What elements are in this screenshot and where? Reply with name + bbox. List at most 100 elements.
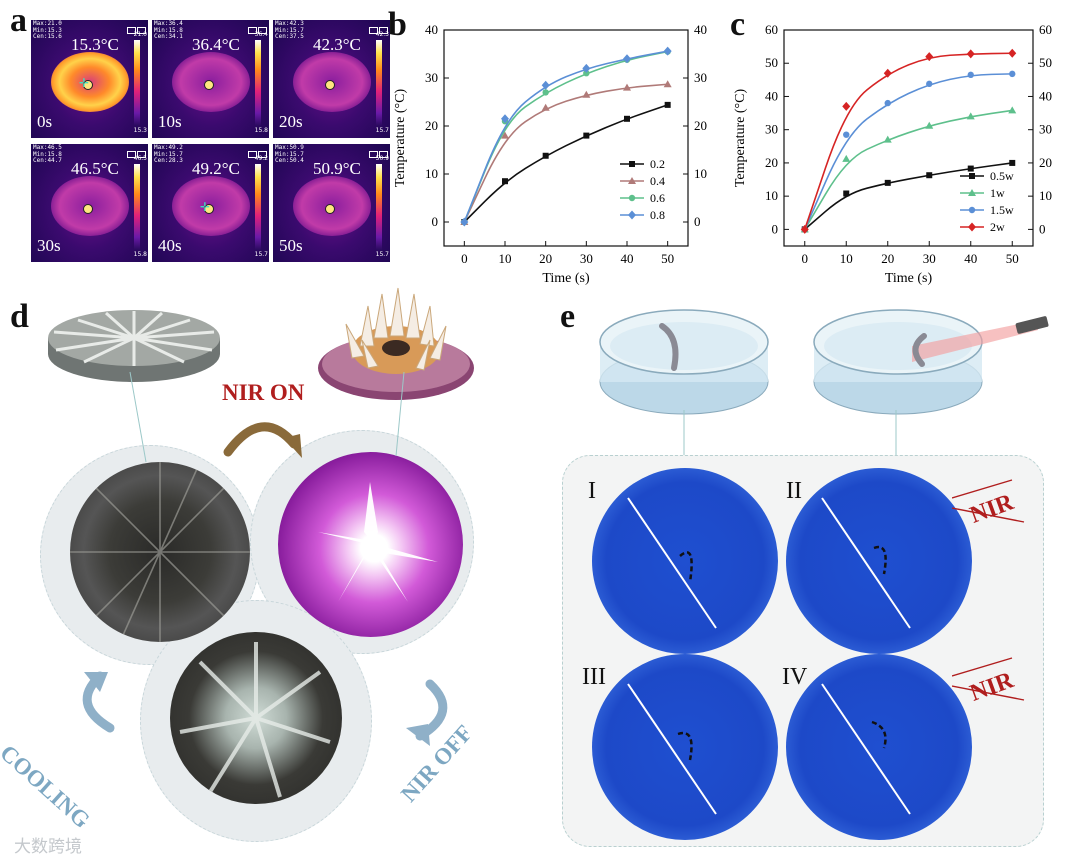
scale-min-value: 15.8 <box>254 127 268 134</box>
color-scale-bar <box>376 40 382 126</box>
legend-label-0.6: 0.6 <box>650 191 665 205</box>
thermal-header-readout: Max:42.3 Min:15.7 Cen:37.5 <box>275 20 304 40</box>
data-point-2w <box>966 49 975 59</box>
panel-letter-d: d <box>10 298 29 335</box>
legend-marker-1.5w <box>968 206 976 214</box>
scale-max-value: 50.9 <box>375 155 389 162</box>
y-tick-label-left: 30 <box>425 70 438 85</box>
data-point-0.6 <box>583 70 590 77</box>
y-tick-label-right: 10 <box>1039 188 1052 203</box>
data-point-1.5w <box>884 99 891 107</box>
nir-on-label: NIR ON <box>222 380 305 405</box>
y-tick-label-left: 40 <box>765 88 778 103</box>
x-tick-label: 50 <box>661 251 674 266</box>
legend-marker-0.4 <box>628 177 636 184</box>
hot-spot <box>325 204 335 214</box>
chart-c-temperature-vs-time-power: 0 10 20 30 40 50 0 0 10 10 20 20 30 30 40 40 50 50 60 60 Tim… <box>733 22 1052 286</box>
y-tick-label-right: 50 <box>1039 55 1052 70</box>
camera-status-icon <box>368 145 388 158</box>
thermal-temperature: 42.3°C <box>313 35 361 54</box>
legend-label-1.5w: 1.5w <box>990 203 1014 217</box>
x-tick-label: 50 <box>1006 251 1019 266</box>
thermal-time: 50s <box>279 236 303 255</box>
panel-d-connectors <box>129 371 405 463</box>
legend-label-0.5w: 0.5w <box>990 169 1014 183</box>
photo-nir-heated-disc <box>278 452 463 637</box>
series-line-0.4 <box>463 83 668 223</box>
data-point-0.5w <box>843 190 850 197</box>
scale-max-value: 36.4 <box>254 31 268 38</box>
legend-marker-2w <box>968 222 976 232</box>
y-tick-label-right: 30 <box>1039 122 1052 137</box>
color-scale-bar <box>255 40 261 126</box>
hot-spot <box>83 80 93 90</box>
legend-marker-0.5w <box>969 173 975 179</box>
petri-dish-no-laser-illustration <box>599 309 769 415</box>
y-tick-label-right: 40 <box>694 22 707 37</box>
data-point-0.4 <box>541 103 550 111</box>
scale-min-value: 15.3 <box>133 127 147 134</box>
data-point-1w <box>966 112 975 120</box>
thermal-time: 30s <box>37 236 61 255</box>
x-axis-label: Time (s) <box>885 271 933 286</box>
data-point-1.5w <box>926 80 933 88</box>
thermal-temperature: 36.4°C <box>192 35 240 54</box>
data-point-0.4 <box>663 80 672 88</box>
series-line-1.5w <box>804 73 1013 230</box>
x-tick-label: 40 <box>621 251 634 266</box>
x-tick-label: 10 <box>840 251 853 266</box>
y-tick-label-left: 0 <box>432 214 439 229</box>
legend-marker-0.6 <box>628 194 636 202</box>
y-tick-label-left: 10 <box>765 188 778 203</box>
plot-frame <box>443 29 689 247</box>
data-point-0.4 <box>582 90 591 98</box>
camera-status-icon <box>368 21 388 34</box>
thermal-time: 0s <box>37 112 53 131</box>
thermal-temperature: 46.5°C <box>71 159 119 178</box>
data-point-1.5w <box>967 71 974 79</box>
camera-status-icon <box>247 21 267 34</box>
petri-dish-photo-3 <box>592 654 778 840</box>
data-point-1w <box>1008 106 1017 114</box>
thermal-header-readout: Max:46.5 Min:15.8 Cen:44.7 <box>33 144 62 164</box>
x-tick-label: 10 <box>499 251 512 266</box>
nir-beam-lines-dish-4 <box>952 657 1025 701</box>
data-point-0.8 <box>501 114 509 124</box>
x-axis-label: Time (s) <box>542 271 590 286</box>
camera-status-icon <box>247 145 267 158</box>
data-point-0.2 <box>502 178 508 185</box>
chart-b-temperature-vs-time-fraction: 0 10 20 30 40 50 0 0 10 10 20 20 30 30 40 40 Time (s) Tem… <box>393 22 707 286</box>
series-line-2w <box>803 52 1013 230</box>
data-point-0.8 <box>541 80 550 90</box>
y-tick-label-left: 0 <box>772 221 779 236</box>
data-point-1w <box>842 154 851 162</box>
y-axis-label: Temperature (°C) <box>733 89 748 188</box>
y-tick-label-left: 50 <box>765 55 778 70</box>
flat-disc-illustration <box>48 310 220 382</box>
legend-label-0.2: 0.2 <box>650 157 665 171</box>
thermal-image-2: Max:42.3 Min:15.7 Cen:37.5 42.3°C 20s 42.3 1… <box>273 20 390 138</box>
petri-dish-photo-4 <box>786 654 972 840</box>
data-point-0.5w <box>884 179 891 186</box>
data-point-0.8 <box>663 46 672 56</box>
shape-outline <box>679 551 693 583</box>
petri-dish-photo-2 <box>786 468 972 654</box>
y-tick-label-right: 30 <box>694 70 707 85</box>
thermal-header-readout: Max:21.0 Min:15.3 Cen:15.6 <box>33 20 62 40</box>
x-tick-label: 0 <box>802 251 809 266</box>
data-point-0.2 <box>664 101 671 108</box>
x-tick-label: 30 <box>580 251 593 266</box>
camera-status-icon <box>126 21 146 34</box>
cooling-curved-arrow-icon <box>82 671 115 733</box>
data-point-2w <box>1008 48 1017 58</box>
series-line-0.5w <box>804 162 1013 230</box>
y-tick-label-right: 40 <box>1039 88 1052 103</box>
x-tick-label: 20 <box>881 251 894 266</box>
y-tick-label-left: 30 <box>765 122 778 137</box>
y-tick-label-right: 20 <box>1039 155 1052 170</box>
legend-label-0.4: 0.4 <box>650 174 665 188</box>
thermal-temperature: 15.3°C <box>71 35 119 54</box>
scale-max-value: 42.3 <box>375 31 389 38</box>
series-line-1w <box>804 109 1013 230</box>
scale-min-value: 15.7 <box>375 127 389 134</box>
